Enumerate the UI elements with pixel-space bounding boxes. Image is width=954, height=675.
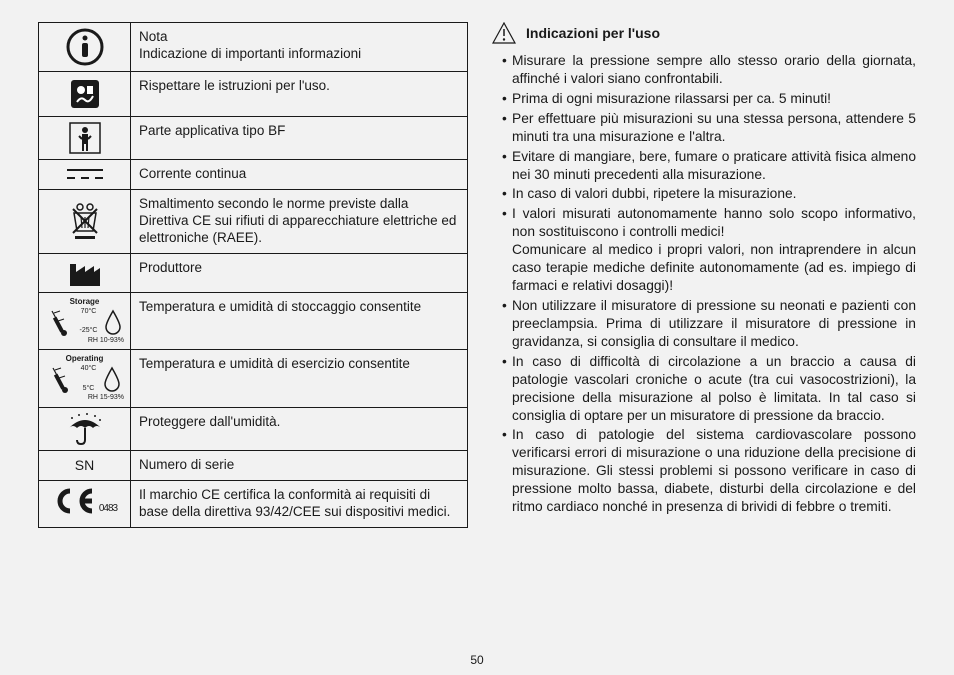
instruction-item: Per effettuare più misurazioni su una st… [502,110,916,146]
symbols-table: Nota Indicazione di importanti informazi… [38,22,468,528]
symbol-description: Smaltimento secondo le norme previste da… [131,189,468,253]
page-number: 50 [0,653,954,667]
sn-label: SN [75,457,94,473]
symbol-description: Produttore [131,253,468,292]
bf-icon [39,117,131,160]
symbol-description: Proteggere dall'umidità. [131,408,468,451]
symbol-description: Parte applicativa tipo BF [131,117,468,160]
table-row: Corrente continua [39,160,468,190]
dc-icon [39,160,131,190]
table-row: 0483 Il marchio CE certifica la conformit… [39,480,468,527]
temp-hi: 40°C [81,365,97,374]
symbol-description: Numero di serie [131,451,468,481]
instruction-item: Non utilizzare il misuratore di pression… [502,297,916,351]
sn-icon: SN [39,451,131,481]
table-row: Smaltimento secondo le norme previste da… [39,189,468,253]
info-icon [39,23,131,72]
symbol-description: Nota Indicazione di importanti informazi… [131,23,468,72]
table-row: Proteggere dall'umidità. [39,408,468,451]
heading-text: Indicazioni per l'uso [526,25,660,41]
instruction-item: In caso di patologie del sistema cardiov… [502,426,916,516]
rh-label: RH 10-93% [88,337,124,346]
temp-hi: 70°C [80,308,98,317]
ce-icon: 0483 [39,480,131,527]
left-column: Nota Indicazione di importanti informazi… [38,22,468,665]
table-row: Storage70°C -25°CRH 10-93% Temperatura e u… [39,292,468,350]
operating-icon: Operating40°C 5°CRH 15-93% [39,350,131,408]
umbrella-icon [39,408,131,451]
table-row: SN Numero di serie [39,451,468,481]
rh-label: RH 15-93% [88,394,124,403]
instruction-item: In caso di valori dubbi, ripetere la mis… [502,185,916,203]
symbol-description: Temperatura e umidità di stoccaggio cons… [131,292,468,350]
env-label: Storage [70,297,100,307]
factory-icon [39,253,131,292]
warning-icon [492,22,516,44]
temp-lo: -25°C [80,327,98,336]
page: Nota Indicazione di importanti informazi… [0,0,954,675]
instruction-item: Prima di ogni misurazione rilassarsi per… [502,90,916,108]
table-row: Produttore [39,253,468,292]
symbol-description: Il marchio CE certifica la conformità ai… [131,480,468,527]
table-row: Nota Indicazione di importanti informazi… [39,23,468,72]
weee-icon [39,189,131,253]
instruction-item: I valori misurati autonomamente hanno so… [502,205,916,295]
symbol-description: Corrente continua [131,160,468,190]
symbol-description: Rispettare le istruzioni per l'uso. [131,72,468,117]
instruction-item: In caso di difficoltà di circolazione a … [502,353,916,425]
table-row: Operating40°C 5°CRH 15-93% Temperatura e u… [39,350,468,408]
instruction-list: Misurare la pressione sempre allo stesso… [492,52,916,516]
table-row: Parte applicativa tipo BF [39,117,468,160]
table-row: Rispettare le istruzioni per l'uso. [39,72,468,117]
right-column: Indicazioni per l'uso Misurare la pressi… [492,22,916,665]
heading-row: Indicazioni per l'uso [492,22,916,44]
storage-icon: Storage70°C -25°CRH 10-93% [39,292,131,350]
ce-number: 0483 [99,503,117,516]
instruction-item: Evitare di mangiare, bere, fumare o prat… [502,148,916,184]
manual-icon [39,72,131,117]
symbol-description: Temperatura e umidità di esercizio conse… [131,350,468,408]
env-label: Operating [66,354,104,364]
instruction-item: Misurare la pressione sempre allo stesso… [502,52,916,88]
ce-mark: 0483 [52,487,117,515]
temp-lo: 5°C [81,385,97,394]
